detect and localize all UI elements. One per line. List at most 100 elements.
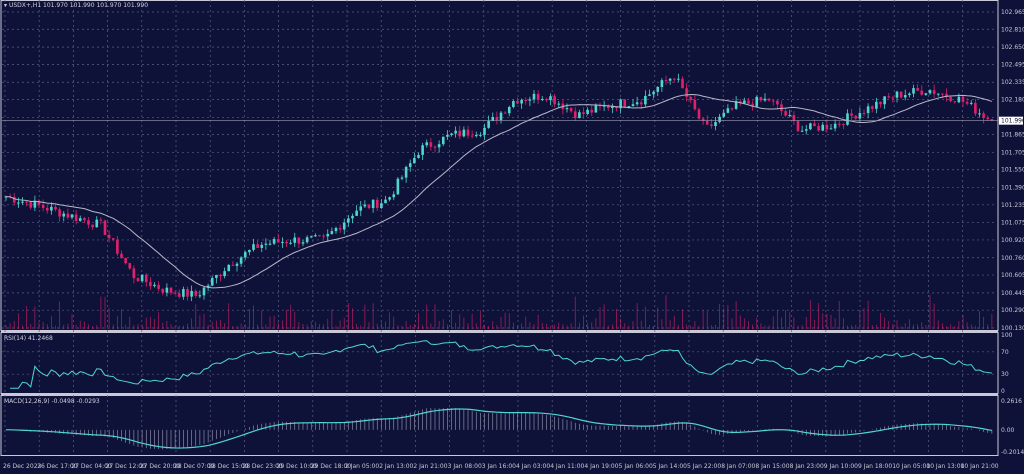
candle-body <box>136 278 140 282</box>
candle-body <box>606 105 610 109</box>
candle-body <box>235 263 239 266</box>
time-tick-label: 28 Dec 07:00 <box>174 463 215 470</box>
candle-body <box>681 78 684 89</box>
candle-body <box>582 112 585 114</box>
candle-body <box>355 210 358 216</box>
candle-body <box>520 99 523 104</box>
candle-body <box>318 235 321 237</box>
candle-body <box>879 101 882 105</box>
candle-body <box>157 284 160 289</box>
dropdown-triangle-icon[interactable]: ▾ <box>4 2 8 9</box>
candle-body <box>74 214 78 221</box>
candle-body <box>243 252 247 258</box>
time-tick-label: 26 Dec 17:00 <box>37 463 78 470</box>
candle-body <box>124 257 127 264</box>
candle-body <box>664 80 668 82</box>
candle-body <box>598 105 602 107</box>
candle-body <box>371 199 375 209</box>
candle-body <box>953 101 957 103</box>
candle-body <box>611 106 614 109</box>
candle-body <box>289 242 292 244</box>
candle-body <box>957 96 961 103</box>
candle-body <box>495 116 499 121</box>
price-tick-label: 102.180 <box>1001 96 1024 103</box>
candle-body <box>322 235 325 237</box>
candle-body <box>693 99 697 110</box>
price-tick-label: 100.290 <box>1001 307 1024 314</box>
candle-body <box>545 99 548 101</box>
candle-body <box>248 249 251 253</box>
time-tick-label: 5 Jan 22:00 <box>687 463 721 470</box>
candle-body <box>309 236 313 238</box>
price-tick-label: 101.550 <box>1001 167 1024 174</box>
candle-body <box>903 95 907 98</box>
candle-body <box>557 103 561 105</box>
candle-body <box>755 96 759 107</box>
time-tick-label: 3 Jan 08:00 <box>448 463 482 470</box>
candle-body <box>941 93 944 95</box>
candle-body <box>78 218 82 221</box>
candle-body <box>932 90 936 94</box>
rsi-tick-label: 30 <box>1001 371 1009 378</box>
candle-body <box>153 284 156 287</box>
candle-body <box>916 88 919 91</box>
candle-body <box>825 124 829 130</box>
candle-body <box>285 241 288 244</box>
candle-body <box>759 96 763 101</box>
candle-body <box>512 101 515 107</box>
candle-body <box>652 91 655 95</box>
candle-body <box>631 104 635 107</box>
candle-body <box>751 103 754 107</box>
candle-body <box>594 105 598 113</box>
candle-body <box>29 202 33 208</box>
time-tick-label: 5 Jan 14:00 <box>653 463 687 470</box>
candle-body <box>870 106 874 109</box>
candle-body <box>462 129 466 137</box>
candle-body <box>169 287 173 293</box>
candle-body <box>899 91 903 98</box>
candle-body <box>920 90 924 95</box>
candle-body <box>58 209 61 217</box>
candle-body <box>949 96 952 102</box>
candle-body <box>701 118 705 121</box>
time-tick-label: 28 Dec 15:00 <box>208 463 249 470</box>
candle-body <box>858 112 862 119</box>
candle-body <box>91 224 94 228</box>
candle-body <box>722 112 726 117</box>
candle-body <box>120 253 123 258</box>
candle-body <box>33 200 37 208</box>
time-tick-label: 9 Jan 18:00 <box>858 463 892 470</box>
candle-body <box>25 201 28 203</box>
candle-body <box>961 96 965 102</box>
candle-body <box>161 288 165 293</box>
candle-body <box>738 101 742 104</box>
time-tick-label: 10 Jan 05:00 <box>892 463 930 470</box>
candle-body <box>194 290 198 296</box>
candle-body <box>400 177 404 179</box>
candle-body <box>540 99 544 101</box>
panel-frame <box>0 332 999 394</box>
candle-body <box>219 274 222 277</box>
candle-body <box>978 113 981 115</box>
candle-body <box>516 101 519 104</box>
candle-body <box>747 100 750 104</box>
candle-body <box>210 277 214 286</box>
macd-tick-label: 0.00 <box>1001 427 1015 434</box>
candle-body <box>590 109 594 113</box>
time-tick-label: 8 Jan 15:00 <box>755 463 789 470</box>
candle-body <box>272 239 276 244</box>
price-tick-label: 101.705 <box>1001 149 1024 156</box>
candle-body <box>37 200 41 205</box>
candle-body <box>499 112 503 121</box>
symbol-header: ▾ USDX+,H1 101.970 101.990 101.970 101.9… <box>4 2 148 9</box>
candle-body <box>668 78 672 81</box>
candle-body <box>305 237 309 243</box>
symbol-label: USDX+,H1 101.970 101.990 101.970 101.990 <box>8 2 149 9</box>
candle-body <box>507 106 511 114</box>
candle-body <box>99 219 103 221</box>
candle-body <box>891 97 895 99</box>
candle-body <box>862 112 866 114</box>
candle-body <box>206 285 210 288</box>
